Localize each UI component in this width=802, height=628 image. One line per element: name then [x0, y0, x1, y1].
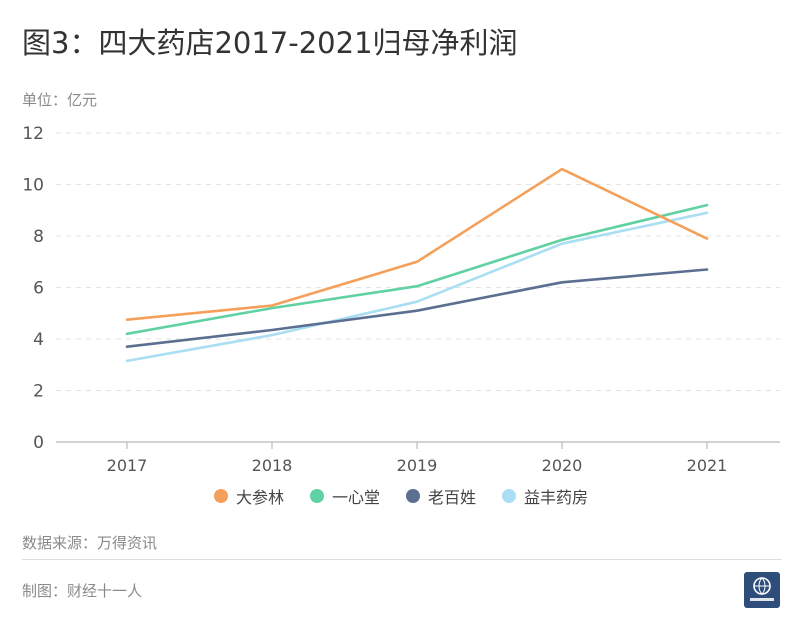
- y-tick-label: 8: [33, 227, 44, 247]
- x-tick-label: 2019: [397, 456, 438, 475]
- series-line-3: [125, 268, 709, 348]
- x-tick-label: 2018: [252, 456, 293, 475]
- series-line-2: [125, 203, 709, 336]
- y-tick-label: 10: [22, 176, 44, 196]
- line-chart: 0 2 4 6 8 10 12 2017 2018 2019 2020 2021: [22, 124, 780, 475]
- legend-label: 益丰药房: [524, 488, 589, 507]
- legend-item-yixintang: 一心堂: [309, 484, 380, 508]
- legend-dot-icon: [309, 489, 324, 503]
- unit-label: 单位：亿元: [22, 91, 98, 109]
- legend-dot-icon: [213, 489, 228, 503]
- legend-item-dashenlin: 大参林: [213, 484, 284, 508]
- legend-label: 大参林: [235, 488, 284, 507]
- chart-maker: 制图：财经十一人: [22, 582, 143, 600]
- y-tick-label: 0: [33, 433, 44, 453]
- x-tick-label: 2020: [542, 456, 583, 475]
- legend-label: 一心堂: [331, 488, 380, 507]
- y-tick-label: 6: [33, 279, 44, 299]
- legend-item-yifeng: 益丰药房: [502, 484, 588, 508]
- y-tick-label: 2: [33, 382, 44, 402]
- x-tick-label: 2021: [687, 456, 728, 475]
- globe-icon: [750, 577, 774, 601]
- footer-divider: [22, 559, 782, 560]
- series-line-4: [125, 211, 709, 363]
- x-tick-label: 2017: [107, 456, 148, 475]
- chart-title: 图3：四大药店2017-2021归母净利润: [22, 26, 518, 60]
- y-tick-label: 4: [33, 330, 44, 350]
- legend-item-laobaixing: 老百姓: [406, 484, 476, 508]
- legend: 大参林 一心堂 老百姓 益丰药房: [0, 484, 802, 508]
- legend-label: 老百姓: [428, 488, 477, 507]
- series-line-1: [125, 167, 709, 321]
- brand-logo-icon: [744, 572, 780, 608]
- legend-dot-icon: [502, 489, 517, 503]
- legend-dot-icon: [406, 489, 420, 503]
- y-tick-label: 12: [22, 124, 44, 144]
- data-source: 数据来源：万得资讯: [22, 534, 158, 552]
